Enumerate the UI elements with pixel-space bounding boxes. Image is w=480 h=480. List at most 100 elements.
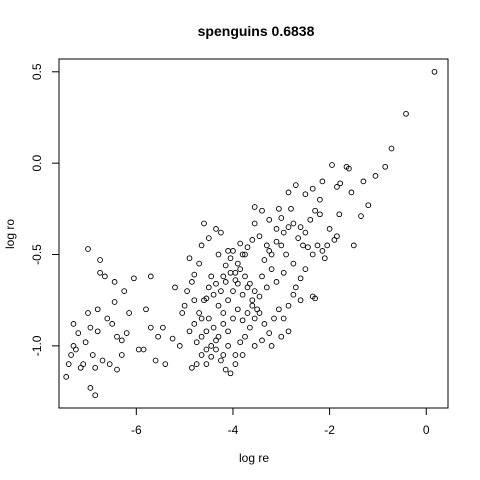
- data-point: [227, 269, 234, 276]
- data-point: [189, 279, 195, 285]
- data-point: [256, 310, 263, 316]
- data-point: [230, 248, 236, 254]
- data-point: [266, 330, 273, 336]
- data-point: [68, 352, 74, 358]
- data-point: [191, 271, 198, 278]
- data-point: [247, 280, 253, 287]
- data-point: [309, 185, 316, 192]
- data-point: [382, 163, 389, 170]
- data-point: [297, 297, 304, 304]
- data-point: [329, 162, 335, 168]
- data-point: [263, 242, 270, 249]
- data-point: [85, 246, 91, 252]
- data-point: [336, 211, 343, 218]
- data-point: [266, 216, 273, 223]
- data-point: [215, 302, 222, 309]
- data-point: [251, 315, 258, 322]
- data-point: [249, 237, 256, 243]
- data-point: [186, 328, 193, 335]
- data-point: [102, 273, 108, 280]
- data-point: [77, 364, 84, 371]
- data-point: [225, 343, 231, 349]
- data-point: [358, 213, 364, 219]
- data-point: [242, 251, 248, 258]
- data-point: [317, 211, 323, 218]
- data-point: [239, 291, 246, 298]
- data-point: [326, 226, 333, 232]
- data-point: [126, 310, 132, 316]
- data-point: [321, 255, 328, 262]
- data-point: [256, 293, 263, 300]
- data-point: [242, 333, 248, 340]
- data-point: [249, 297, 256, 304]
- data-point: [114, 333, 120, 340]
- y-tick-label: 0.0: [30, 154, 44, 171]
- data-point: [297, 224, 304, 230]
- data-point: [227, 370, 234, 377]
- data-point: [222, 262, 229, 269]
- data-point: [290, 260, 297, 267]
- data-point: [230, 288, 236, 294]
- data-point: [189, 364, 195, 371]
- data-point: [288, 205, 294, 212]
- y-tick-label: 0.5: [30, 63, 44, 80]
- y-tick-label: -1.0: [30, 335, 44, 356]
- data-point: [337, 180, 344, 187]
- data-point: [196, 310, 202, 316]
- data-point: [70, 343, 77, 349]
- data-point: [324, 242, 331, 249]
- data-point: [268, 343, 275, 349]
- data-point: [276, 205, 282, 212]
- data-point: [244, 244, 251, 251]
- data-point: [114, 366, 120, 373]
- data-point: [283, 251, 289, 258]
- x-axis: -6 -4 -2 0: [131, 408, 430, 437]
- data-point: [198, 242, 205, 249]
- data-point: [213, 337, 219, 344]
- data-point: [237, 240, 244, 247]
- data-point: [251, 343, 258, 349]
- data-point: [162, 361, 169, 367]
- data-point: [227, 255, 234, 262]
- data-point: [261, 257, 268, 263]
- data-point: [169, 335, 176, 342]
- data-point: [65, 361, 72, 367]
- data-point: [309, 251, 316, 258]
- data-point: [334, 184, 340, 190]
- data-point: [208, 353, 215, 360]
- data-point: [431, 68, 438, 75]
- data-point: [319, 178, 326, 185]
- data-point: [271, 315, 277, 322]
- data-point: [319, 248, 326, 254]
- data-point: [280, 229, 287, 236]
- data-point: [82, 339, 89, 346]
- data-point: [263, 284, 270, 291]
- data-point: [121, 288, 128, 294]
- data-point: [292, 284, 299, 291]
- data-point: [147, 273, 154, 280]
- data-point: [314, 242, 321, 249]
- data-point: [118, 337, 125, 344]
- data-point: [198, 315, 205, 322]
- data-point: [251, 220, 258, 227]
- data-point: [147, 324, 154, 331]
- data-point: [87, 385, 94, 391]
- data-point: [203, 328, 210, 335]
- data-point: [143, 306, 149, 313]
- data-point: [300, 242, 306, 249]
- data-point: [111, 279, 118, 285]
- data-point: [160, 324, 166, 331]
- data-point: [201, 220, 207, 227]
- data-point: [302, 266, 309, 272]
- x-tick-label: -6: [131, 423, 142, 437]
- data-point: [237, 339, 244, 346]
- data-point: [312, 295, 318, 302]
- data-point: [331, 237, 338, 243]
- data-point: [155, 333, 161, 340]
- data-point: [210, 324, 217, 331]
- data-point: [92, 392, 99, 399]
- data-point: [307, 216, 314, 223]
- plot-frame: [58, 58, 449, 409]
- data-point: [249, 302, 256, 309]
- data-point: [222, 279, 229, 285]
